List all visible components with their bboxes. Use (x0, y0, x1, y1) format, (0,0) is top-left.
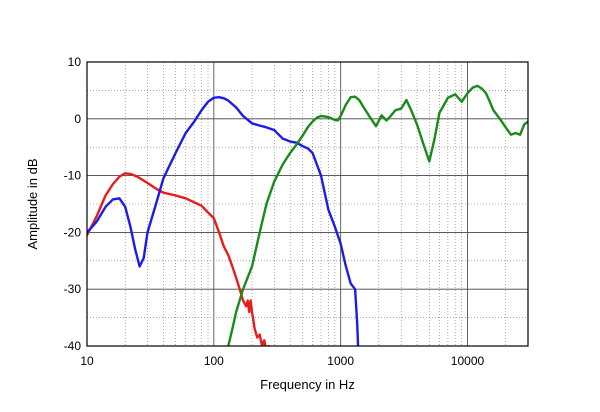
series-line-1 (87, 172, 270, 346)
x-tick-label: 10000 (451, 354, 485, 368)
y-tick-label: 10 (68, 55, 82, 69)
x-tick-label: 100 (204, 354, 224, 368)
series-layer (87, 84, 528, 346)
grid (86, 61, 529, 347)
x-axis-label: Frequency in Hz (260, 377, 355, 392)
series-line-2 (87, 96, 360, 346)
y-tick-label: 0 (74, 112, 81, 126)
y-tick-label: -20 (64, 225, 82, 239)
y-axis-label: Amplitude in dB (25, 158, 40, 249)
y-tick-label: -30 (64, 282, 82, 296)
plot-frame (86, 61, 529, 347)
x-tick-label: 1000 (327, 354, 354, 368)
y-tick-labels: 10 0 -10 -20 -30 -40 (64, 55, 82, 353)
series-line-3 (227, 84, 528, 346)
y-tick-label: -10 (64, 169, 82, 183)
y-tick-label: -40 (64, 339, 82, 353)
x-tick-labels: 10 100 1000 10000 (80, 354, 484, 368)
x-tick-label: 10 (80, 354, 94, 368)
